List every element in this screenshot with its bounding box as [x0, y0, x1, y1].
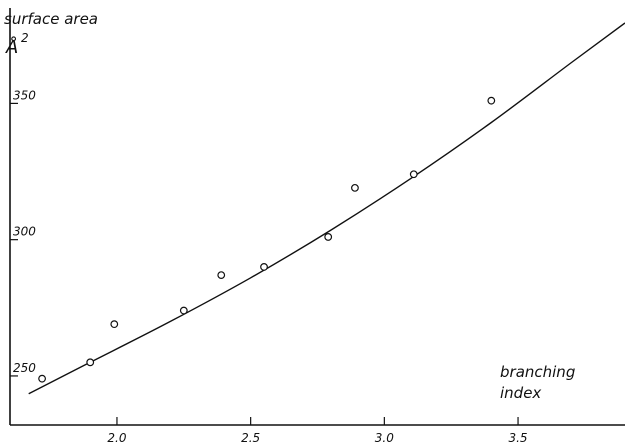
- x-axis-title-line1: branching: [500, 363, 575, 381]
- data-point: [260, 263, 268, 271]
- data-point: [38, 374, 46, 383]
- data-point: [324, 233, 333, 241]
- y-tick-label: 250: [13, 361, 36, 375]
- fit-curve-layer: [28, 22, 625, 395]
- x-axis-title-line2: index: [500, 384, 541, 402]
- data-point: [351, 183, 359, 192]
- data-point: [86, 358, 95, 367]
- x-tick-label: 3.5: [508, 431, 527, 445]
- y-axis-title: surface area: [4, 10, 98, 28]
- fit-curve: [28, 22, 625, 395]
- data-point: [179, 306, 188, 315]
- data-point: [409, 170, 418, 179]
- y-tick-label: 350: [13, 88, 36, 102]
- y-axis-unit-exponent: 2: [21, 31, 29, 45]
- y-tick-label: 300: [13, 225, 36, 239]
- data-points-layer: [38, 96, 496, 383]
- data-point: [110, 320, 119, 329]
- x-tick-label: 2.0: [107, 431, 126, 445]
- data-point: [487, 96, 496, 105]
- x-tick-label: 3.0: [375, 431, 394, 445]
- chart-axes: 250 300 350 2.0 2.5 3.0 3.5: [9, 8, 625, 445]
- x-tick-label: 2.5: [241, 431, 260, 445]
- data-point: [217, 271, 226, 279]
- y-axis-unit: Å: [5, 36, 18, 58]
